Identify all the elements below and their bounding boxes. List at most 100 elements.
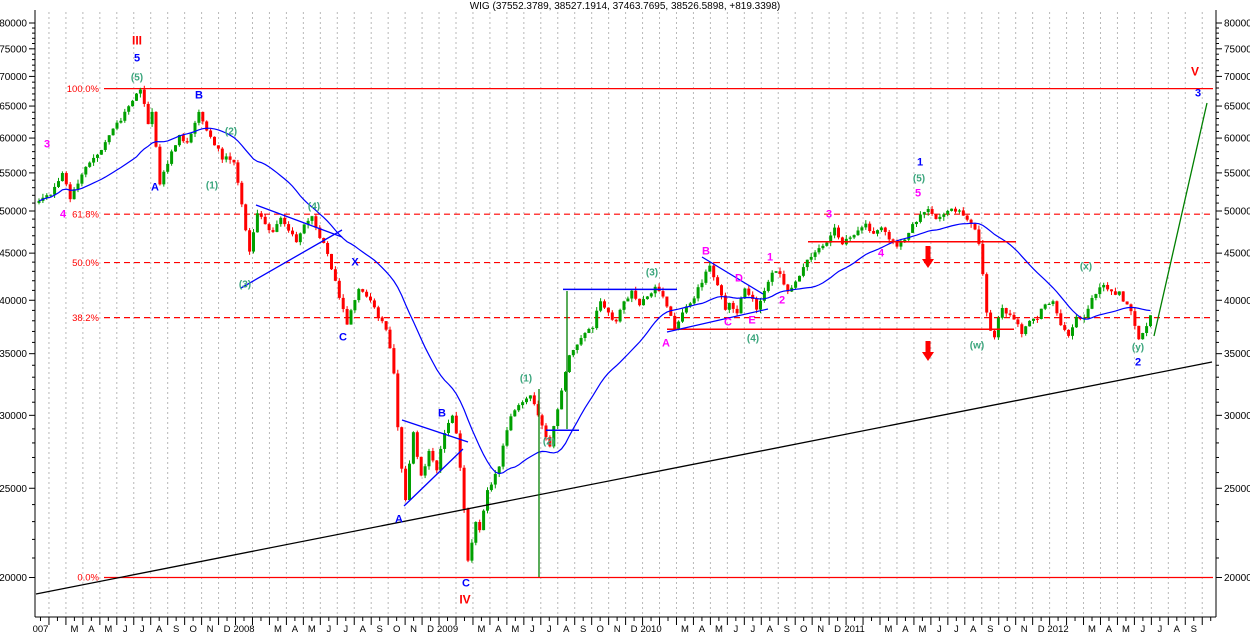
candle-body [76, 183, 80, 190]
wedge-2009-lower[interactable] [403, 448, 464, 507]
down-arrow-2[interactable] [922, 341, 934, 361]
candle-body [353, 300, 357, 311]
candle-body [552, 426, 556, 447]
x-axis-label: 2008 [233, 624, 254, 635]
candle-body [805, 259, 809, 268]
wave-label[interactable]: (2) [225, 127, 237, 138]
wave-label[interactable]: B [702, 246, 710, 258]
candle-body [1137, 325, 1141, 340]
candle-body [825, 242, 829, 246]
wave-label[interactable]: C [339, 332, 347, 344]
wave-label[interactable]: A [662, 338, 670, 350]
x-axis-label: J [140, 624, 145, 635]
candle-body [895, 240, 899, 247]
wave-label[interactable]: (w) [970, 341, 984, 352]
candle-body [618, 309, 622, 322]
candle-body [287, 224, 291, 231]
wave-label[interactable]: (3) [646, 268, 658, 279]
wave-label[interactable]: (2) [543, 437, 555, 448]
x-axis-label: M [511, 624, 519, 635]
wave-label[interactable]: 5 [134, 53, 140, 65]
wave-label[interactable]: A [151, 182, 159, 194]
wave-label[interactable]: 2 [779, 295, 785, 307]
x-axis-label: A [767, 624, 774, 635]
candle-body [283, 217, 287, 225]
candle-body [454, 415, 458, 434]
wave-label[interactable]: 2 [1135, 357, 1141, 369]
candle-body [1024, 326, 1028, 334]
candle-body [361, 289, 365, 292]
candle-body [965, 215, 969, 220]
wave-label[interactable]: (4) [308, 202, 320, 213]
long-term-support[interactable] [35, 361, 1213, 595]
wave-label[interactable]: V [1191, 65, 1199, 79]
wave-label[interactable]: IV [459, 593, 470, 607]
candle-body [536, 404, 540, 416]
candle-body [337, 280, 341, 298]
wave-label[interactable]: D [735, 273, 743, 285]
wave-label[interactable]: (1) [520, 374, 532, 385]
candle-body [1063, 325, 1067, 330]
wave-label[interactable]: (5) [131, 73, 143, 84]
candle-body [400, 427, 404, 469]
wave-label[interactable]: B [438, 408, 446, 420]
candle-body [876, 230, 879, 234]
candle-body [606, 307, 610, 313]
wave-label[interactable]: (x) [1080, 262, 1092, 273]
wave-label[interactable]: 1 [917, 157, 923, 169]
wave-label[interactable]: 4 [878, 248, 885, 260]
triangle-2008-upper[interactable] [255, 204, 343, 238]
triangle-2008-lower[interactable] [240, 229, 343, 289]
wave-label[interactable]: 3 [826, 209, 832, 221]
x-axis-label: 2009 [437, 624, 458, 635]
wave-label[interactable]: (5) [913, 174, 925, 185]
wave-label[interactable]: E [748, 315, 755, 327]
wave-label[interactable]: III [132, 34, 142, 48]
candle-body [794, 281, 798, 288]
x-axis-label: 007 [33, 624, 49, 635]
x-axis-label: N [207, 624, 214, 635]
candle-body [1090, 297, 1094, 309]
triangle-2010-lower[interactable] [666, 308, 769, 333]
wave-label[interactable]: 4 [60, 209, 67, 221]
candle-body [458, 433, 462, 468]
wave-label[interactable]: (y) [1132, 343, 1144, 354]
projection-wave-3[interactable] [1153, 102, 1208, 337]
wave-label[interactable]: C [462, 578, 470, 590]
candle-body [240, 182, 244, 205]
wave-label[interactable]: C [724, 317, 732, 329]
candle-body [107, 135, 111, 143]
wave-label[interactable]: (1) [206, 181, 218, 192]
wave-label[interactable]: 1 [767, 252, 773, 264]
candle-body [248, 230, 252, 252]
candle-body [349, 310, 353, 325]
wave-label[interactable]: 3 [44, 139, 50, 151]
wave-label[interactable]: B [195, 90, 203, 102]
candle-body [1028, 320, 1032, 327]
wave-label[interactable]: 3 [1195, 88, 1201, 100]
candle-body [263, 216, 267, 225]
candle-body [540, 415, 544, 426]
wave-label[interactable]: A [395, 514, 403, 526]
y-axis-label: 25000 [1224, 484, 1250, 495]
candle-body [466, 508, 470, 561]
x-axis-label: 2010 [640, 624, 661, 635]
y-axis-label: 80000 [1224, 18, 1250, 29]
candle-body [731, 302, 735, 309]
wave-label[interactable]: (3) [239, 280, 251, 291]
candle-body [887, 231, 891, 240]
wave-label[interactable]: 5 [915, 188, 921, 200]
wedge-2009-upper[interactable] [401, 419, 469, 443]
down-arrow-1[interactable] [922, 246, 934, 268]
triangle-2010-upper[interactable] [701, 256, 764, 295]
candle-body [423, 466, 427, 476]
candle-body [1020, 324, 1024, 334]
candle-body [115, 122, 119, 129]
candle-body [177, 135, 181, 146]
y-axis-label: 20000 [0, 573, 27, 584]
candle-body [72, 189, 76, 200]
candle-body [474, 521, 478, 543]
wave-label[interactable]: X [351, 257, 359, 269]
wave-label[interactable]: (4) [747, 334, 759, 345]
